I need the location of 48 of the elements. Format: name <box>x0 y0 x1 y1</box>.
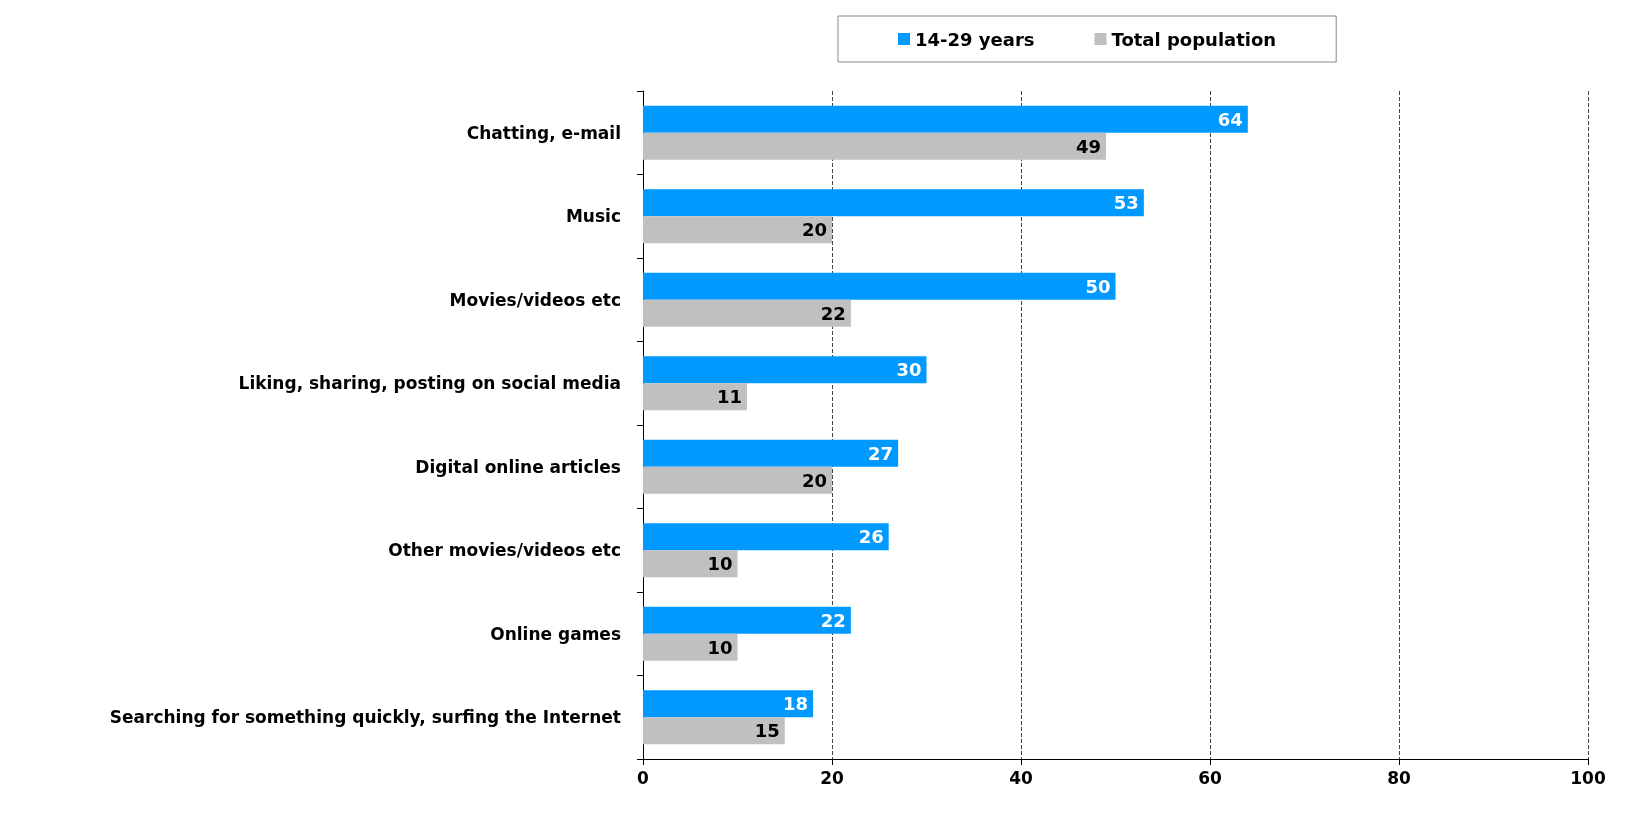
bar <box>643 189 1144 217</box>
x-tick-label: 100 <box>1570 767 1606 788</box>
data-label: 64 <box>1217 108 1243 130</box>
data-label: 20 <box>801 469 827 491</box>
bar <box>643 466 832 494</box>
bar <box>643 216 832 244</box>
x-tick-label: 60 <box>1198 767 1222 788</box>
data-label: 15 <box>754 720 780 742</box>
legend-label: Total population <box>1111 28 1277 50</box>
data-label: 49 <box>1075 135 1102 157</box>
y-tick-label: Searching for something quickly, surfing the Internet <box>109 707 621 728</box>
x-tick-label: 40 <box>1009 767 1033 788</box>
bar <box>643 606 851 634</box>
legend-label: 14-29 years <box>915 28 1035 50</box>
bar <box>643 550 738 578</box>
y-tick-label: Music <box>565 206 621 227</box>
data-label: 22 <box>820 302 846 324</box>
data-label: 53 <box>1113 192 1139 214</box>
bar <box>643 523 889 551</box>
data-label: 11 <box>716 386 742 408</box>
data-label: 18 <box>783 693 809 715</box>
x-tick-label: 0 <box>637 767 650 788</box>
x-tick-label: 80 <box>1387 767 1411 788</box>
y-tick-label: Chatting, e-mail <box>466 122 621 143</box>
y-tick-label: Liking, sharing, posting on social media <box>238 373 621 394</box>
data-label: 50 <box>1085 275 1111 297</box>
data-label: 27 <box>868 442 894 464</box>
data-label: 26 <box>858 526 884 548</box>
data-label: 30 <box>896 359 922 381</box>
bar <box>643 717 785 745</box>
y-tick-label: Online games <box>490 623 621 644</box>
y-tick-label: Movies/videos etc <box>449 289 621 310</box>
bar <box>643 299 851 327</box>
bar <box>643 690 814 718</box>
y-tick-label: Digital online articles <box>415 456 621 477</box>
data-label: 10 <box>707 553 733 575</box>
bar <box>643 272 1116 300</box>
data-label: 22 <box>820 609 846 631</box>
bar <box>643 356 927 384</box>
bar <box>643 439 899 467</box>
data-label: 20 <box>801 219 827 241</box>
x-tick-label: 20 <box>820 767 844 788</box>
data-label: 10 <box>707 636 733 658</box>
bar <box>643 383 747 411</box>
bar <box>643 105 1248 133</box>
bar <box>643 633 738 661</box>
bar <box>643 132 1107 160</box>
y-tick-label: Other movies/videos etc <box>388 540 621 561</box>
